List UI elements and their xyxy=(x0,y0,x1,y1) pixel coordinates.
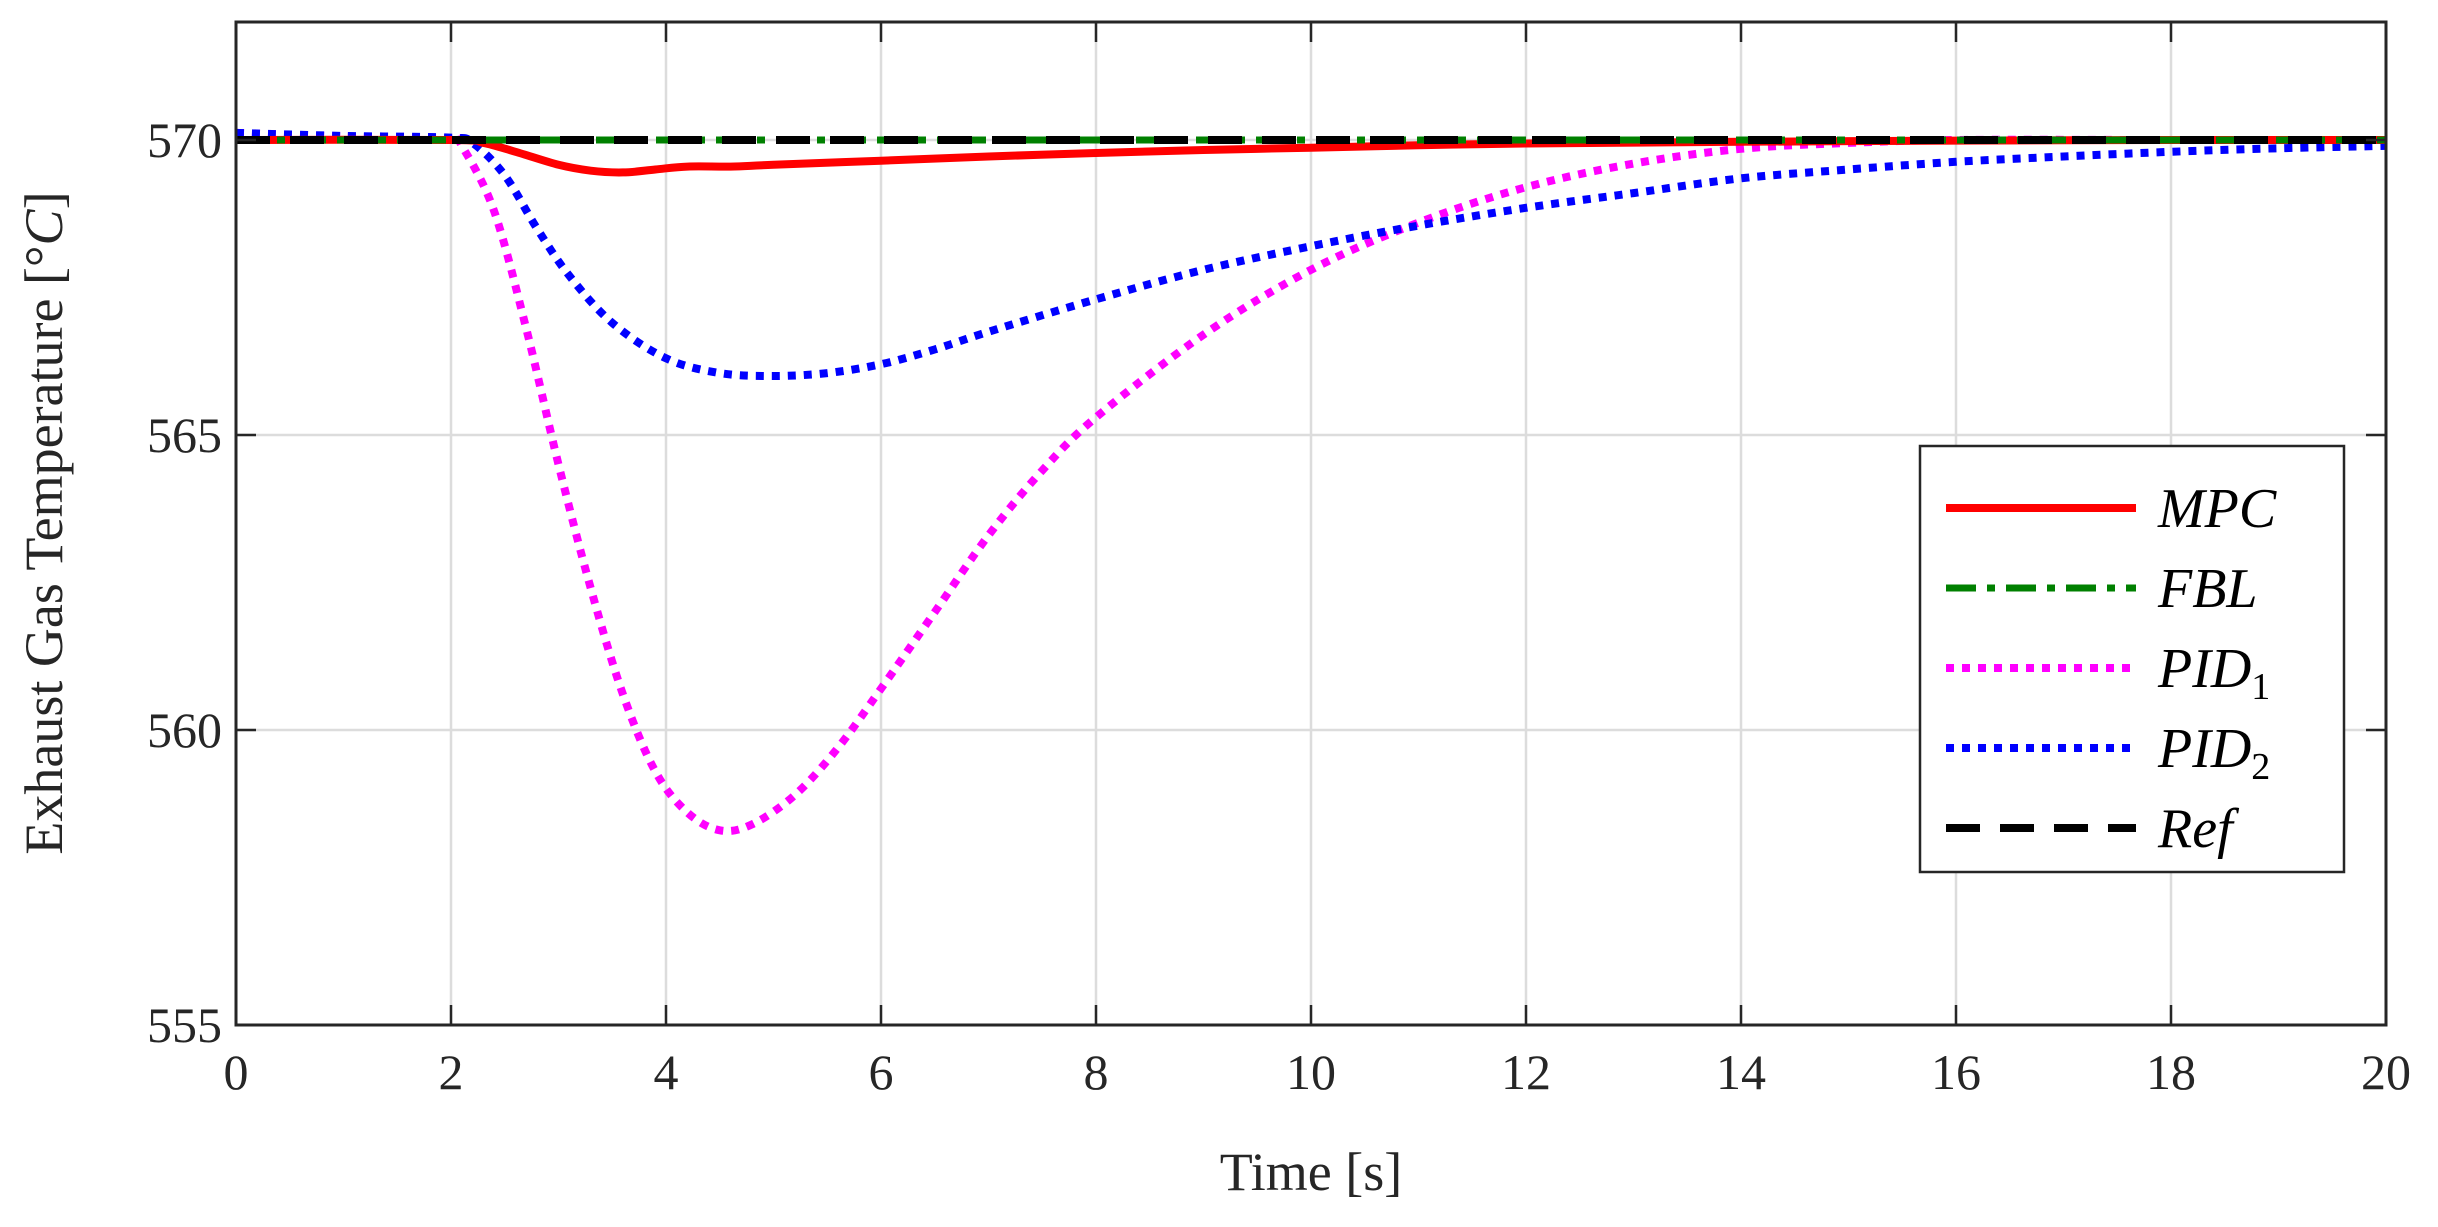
y-tick-label: 560 xyxy=(147,702,222,758)
y-axis-label-degree: ° xyxy=(14,245,74,267)
x-tick-label: 18 xyxy=(2146,1044,2196,1100)
x-tick-label: 4 xyxy=(654,1044,679,1100)
legend-label-ref: Ref xyxy=(2157,798,2240,860)
y-tick-label: 565 xyxy=(147,407,222,463)
x-tick-label: 10 xyxy=(1286,1044,1336,1100)
series-line-pid1 xyxy=(235,128,2386,836)
legend-label-pid1: PID1 xyxy=(2157,638,2270,708)
x-tick-label: 16 xyxy=(1931,1044,1981,1100)
x-tick-label: 12 xyxy=(1501,1044,1551,1100)
legend-label-mpc: MPC xyxy=(2157,478,2277,540)
ticks xyxy=(234,22,2388,1027)
legend-items: MPC FBL PID1 PID2 Ref xyxy=(1946,478,2277,860)
y-axis-label-unit: C xyxy=(14,208,74,245)
x-tick-label: 6 xyxy=(869,1044,894,1100)
series-line-pid2 xyxy=(235,128,2387,380)
x-tick-label: 20 xyxy=(2361,1044,2411,1100)
y-axis-label-suffix: ] xyxy=(14,191,74,209)
series-layer xyxy=(235,128,2387,836)
legend-label-fbl: FBL xyxy=(2157,558,2258,620)
legend-label-pid2: PID2 xyxy=(2157,718,2270,788)
x-tick-label: 14 xyxy=(1716,1044,1766,1100)
x-tick-label: 0 xyxy=(224,1044,249,1100)
y-tick-label: 570 xyxy=(147,112,222,168)
y-axis-label: Exhaust Gas Temperature [°C] xyxy=(14,191,74,854)
x-tick-label: 8 xyxy=(1084,1044,1109,1100)
x-tick-label: 2 xyxy=(439,1044,464,1100)
x-axis-label: Time [s] xyxy=(1220,1142,1403,1202)
y-tick-label: 555 xyxy=(147,997,222,1053)
y-axis-label-prefix: Exhaust Gas Temperature [ xyxy=(14,267,74,855)
legend: MPC FBL PID1 PID2 Ref xyxy=(1918,444,2346,874)
legend-box xyxy=(1918,444,2346,874)
tick-labels: 0 2 4 6 8 10 12 14 16 18 20 555 560 565 570 xyxy=(147,112,2411,1100)
